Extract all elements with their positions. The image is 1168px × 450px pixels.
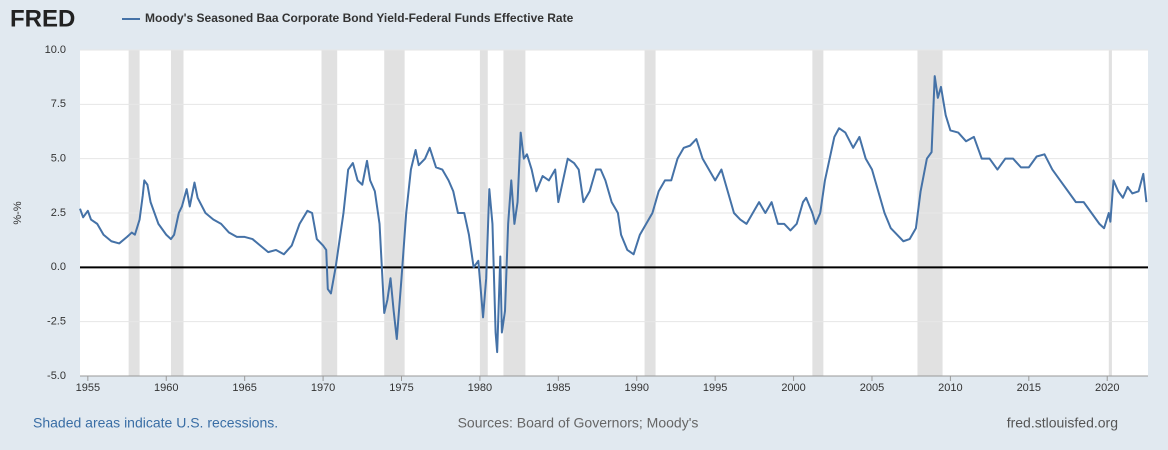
y-tick-label: 5.0: [51, 153, 66, 165]
x-tick-label: 2015: [1017, 382, 1041, 394]
x-tick-label: 2000: [781, 382, 805, 394]
x-tick-label: 1980: [468, 382, 492, 394]
x-tick-label: 1960: [154, 382, 178, 394]
x-tick-label: 1955: [76, 382, 100, 394]
x-tick-label: 1985: [546, 382, 570, 394]
y-tick-label: -5.0: [47, 370, 66, 382]
x-tick-label: 2005: [860, 382, 884, 394]
logo: FRED: [10, 5, 75, 32]
y-tick-label: 7.5: [51, 98, 66, 110]
site: fred.stlouisfed.org: [1007, 415, 1118, 431]
x-tick-label: 1975: [389, 382, 413, 394]
x-tick-label: 2010: [938, 382, 962, 394]
x-tick-label: 1965: [232, 382, 256, 394]
x-tick-label: 1995: [703, 382, 727, 394]
y-tick-label: 2.5: [51, 207, 66, 219]
series-line: [79, 75, 1148, 354]
y-tick-label: 10.0: [45, 44, 66, 56]
y-tick-label: -2.5: [47, 316, 66, 328]
y-axis-label: %-%: [12, 201, 24, 224]
y-tick-label: 0.0: [51, 261, 66, 273]
x-tick-label: 1970: [311, 382, 335, 394]
note: Shaded areas indicate U.S. recessions.: [33, 415, 278, 431]
x-tick-label: 1990: [624, 382, 648, 394]
x-tick-label: 2020: [1095, 382, 1119, 394]
source: Sources: Board of Governors; Moody's: [458, 415, 699, 431]
legend-label: Moody's Seasoned Baa Corporate Bond Yiel…: [145, 11, 574, 25]
